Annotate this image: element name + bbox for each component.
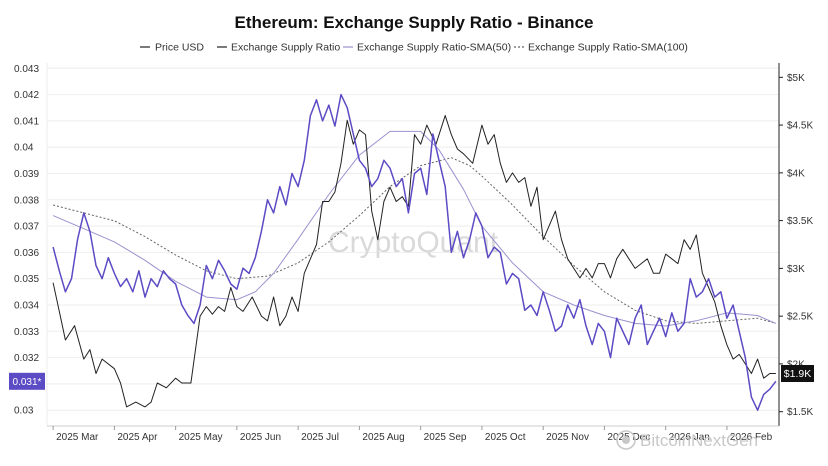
y-right-tick-label: $2K (787, 359, 805, 370)
x-tick-label: 2025 Sep (424, 432, 467, 443)
y-left-tick-label: 0.033 (14, 327, 39, 338)
current-ratio-marker: 0.031* (9, 372, 45, 390)
y-right-tick-label: $1.5K (787, 407, 813, 418)
y-left-tick-label: 0.032 (14, 353, 39, 364)
y-right-tick-label: $4K (787, 168, 805, 179)
y-left-tick-label: 0.043 (14, 64, 39, 75)
series-exchange-supply-ratio (52, 93, 777, 411)
current-ratio-value: 0.031* (13, 377, 42, 388)
x-tick-label: 2025 Jul (301, 432, 339, 443)
y-right-tick-label: $3.5K (787, 216, 813, 227)
current-price-marker: $1.9K (781, 365, 814, 382)
chart-title: Ethereum: Exchange Supply Ratio - Binanc… (235, 13, 594, 32)
series-price-usd (52, 115, 776, 408)
series-layer (52, 93, 777, 411)
source-attribution: BitcoinNextGen (616, 430, 758, 450)
source-logo-dot (622, 436, 630, 444)
legend-sma50-label[interactable]: Exchange Supply Ratio-SMA(50) (357, 42, 511, 54)
current-price-badge (781, 365, 814, 382)
x-ticks: 2025 Mar 2025 Apr 2025 May 2025 Jun 2025 Jul… (52, 426, 773, 443)
y-left-ticks: 0.030.0310.0320.0330.0340.0350.0360.0370… (14, 64, 39, 417)
x-tick-label: 2026 Feb (730, 432, 773, 443)
y-right-tick-label: $2.5K (787, 312, 813, 323)
x-tick-label: 2025 Apr (117, 432, 158, 443)
current-ratio-badge (9, 372, 45, 390)
watermark: CryptoQuant (328, 226, 499, 259)
x-tick-label: 2026 Jan (669, 432, 710, 443)
y-left-tick-label: 0.042 (14, 90, 39, 101)
legend-sma100-label[interactable]: Exchange Supply Ratio-SMA(100) (528, 42, 688, 54)
y-left-tick-label: 0.04 (14, 143, 34, 154)
y-left-tick-label: 0.038 (14, 195, 39, 206)
x-tick-label: 2025 Jun (240, 432, 281, 443)
y-left-tick-label: 0.037 (14, 222, 39, 233)
y-right-tick-label: $5K (787, 73, 805, 84)
series-sma100 (52, 157, 777, 324)
y-left-tick-label: 0.034 (14, 301, 39, 312)
y-left-tick-label: 0.039 (14, 169, 39, 180)
x-tick-label: 2025 Mar (56, 432, 99, 443)
y-left-tick-label: 0.041 (14, 116, 39, 127)
legend-price-label[interactable]: Price USD (155, 42, 204, 54)
x-tick-label: 2025 May (179, 432, 223, 443)
legend: Price USD Exchange Supply Ratio Exchange… (140, 42, 688, 54)
x-tick-label: 2025 Aug (362, 432, 404, 443)
source-label: BitcoinNextGen (640, 431, 758, 450)
legend-ratio-label[interactable]: Exchange Supply Ratio (231, 42, 340, 54)
y-left-tick-label: 0.03 (14, 406, 34, 417)
y-right-tick-label: $3K (787, 264, 805, 275)
source-logo-icon (616, 430, 636, 450)
y-right-tick-label: $4.5K (787, 121, 813, 132)
y-right-ticks: $1.5K $2K $2.5K $3K $3.5K $4K $4.5K $5K (779, 73, 813, 418)
y-left-tick-label: 0.036 (14, 248, 39, 259)
y-left-tick-label: 0.035 (14, 274, 39, 285)
x-tick-label: 2025 Nov (546, 432, 589, 443)
grid-layer (47, 67, 779, 411)
current-price-value: $1.9K (784, 368, 811, 380)
x-tick-label: 2025 Oct (485, 432, 526, 443)
